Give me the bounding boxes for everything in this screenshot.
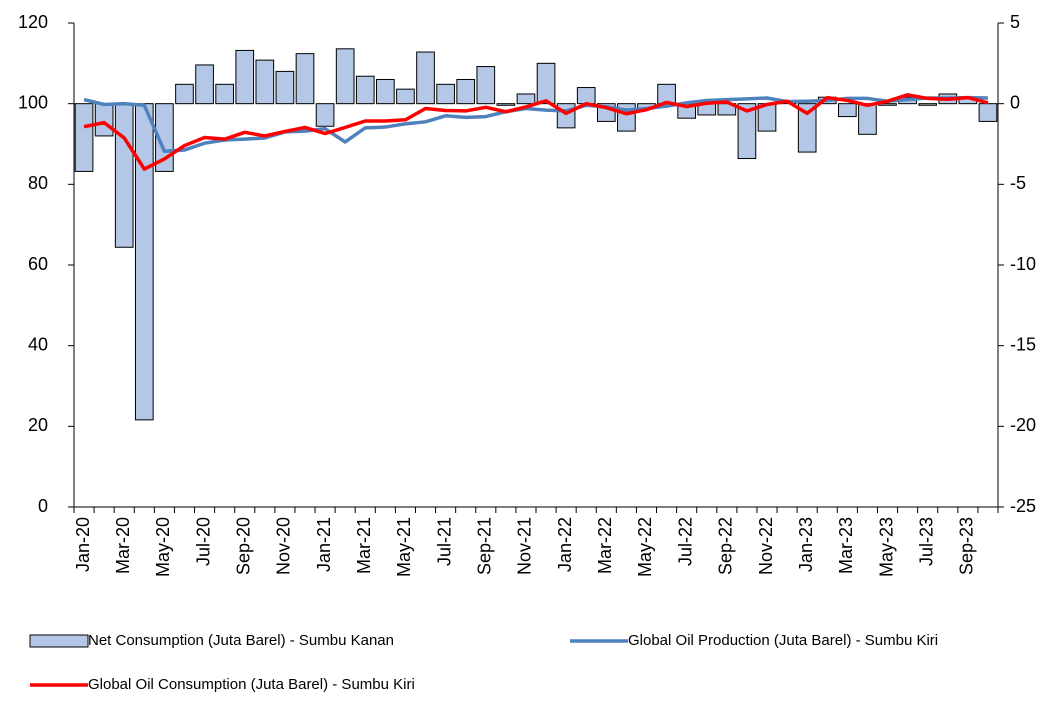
x-tick-label: Jan-21 — [314, 517, 334, 572]
x-tick-label: Jan-23 — [796, 517, 816, 572]
x-tick-label: Jan-20 — [73, 517, 93, 572]
y-tick-label: 100 — [18, 92, 48, 112]
bar — [476, 66, 496, 105]
bar — [576, 87, 596, 105]
bar — [235, 49, 255, 105]
bar — [295, 53, 315, 105]
y-tick-label: 40 — [28, 334, 48, 354]
bar — [496, 103, 516, 106]
x-tick-label: Nov-21 — [515, 517, 535, 575]
x-tick-label: Mar-21 — [354, 517, 374, 574]
bar — [858, 103, 877, 135]
x-tick-label: Jul-21 — [434, 517, 454, 566]
legend-swatch — [29, 634, 89, 648]
x-tick-label: Nov-22 — [756, 517, 776, 575]
line-series — [83, 93, 989, 171]
bar — [175, 83, 194, 105]
x-tick-label: Jan-22 — [555, 517, 575, 572]
bar — [737, 103, 757, 160]
y-tick-label: 60 — [28, 254, 48, 274]
y-tick-label: 20 — [28, 415, 48, 435]
legend-label: Net Consumption (Juta Barel) - Sumbu Kan… — [88, 632, 394, 649]
bar — [315, 103, 335, 127]
bar — [335, 48, 355, 105]
bar — [797, 103, 817, 153]
bar — [376, 78, 395, 105]
x-tick-label: Mar-22 — [595, 517, 615, 574]
bar — [396, 88, 415, 105]
y2-tick-label: 0 — [1010, 92, 1020, 112]
x-tick-label: May-22 — [635, 517, 655, 577]
y2-tick-label: -15 — [1010, 334, 1036, 354]
x-tick-label: May-21 — [394, 517, 414, 577]
bar — [355, 75, 375, 105]
x-tick-label: Sep-22 — [716, 517, 736, 575]
bar — [536, 62, 556, 105]
y-tick-label: 80 — [28, 173, 48, 193]
bar — [74, 103, 94, 172]
x-tick-label: Mar-20 — [113, 517, 133, 574]
x-tick-label: Sep-23 — [957, 517, 977, 575]
legend-label: Global Oil Production (Juta Barel) - Sum… — [628, 632, 938, 649]
bar — [275, 70, 295, 105]
bar — [195, 64, 214, 105]
bar — [436, 83, 455, 105]
y2-tick-label: -25 — [1010, 496, 1036, 516]
y2-tick-label: -5 — [1010, 173, 1026, 193]
y-tick-label: 0 — [38, 496, 48, 516]
x-tick-label: Sep-21 — [475, 517, 495, 575]
bar — [134, 103, 154, 421]
bar — [114, 103, 134, 248]
bar — [215, 83, 234, 105]
y-tick-label: 120 — [18, 12, 48, 32]
x-tick-label: May-20 — [153, 517, 173, 577]
y2-tick-label: 5 — [1010, 12, 1020, 32]
bar — [94, 103, 114, 137]
x-tick-label: Jul-22 — [675, 517, 695, 566]
bar — [978, 103, 998, 122]
bar — [416, 51, 435, 105]
bar — [556, 103, 576, 129]
bar — [456, 78, 476, 105]
bar — [918, 103, 938, 106]
bar — [838, 103, 857, 118]
bar — [255, 59, 275, 105]
x-tick-label: Mar-23 — [836, 517, 856, 574]
x-tick-label: Jul-20 — [193, 517, 213, 566]
y2-tick-label: -20 — [1010, 415, 1036, 435]
x-tick-label: Sep-20 — [233, 517, 253, 575]
x-tick-label: Nov-20 — [274, 517, 294, 575]
legend-label: Global Oil Consumption (Juta Barel) - Su… — [88, 676, 415, 693]
x-tick-label: May-23 — [876, 517, 896, 577]
y2-tick-label: -10 — [1010, 254, 1036, 274]
x-tick-label: Jul-23 — [916, 517, 936, 566]
bar — [516, 93, 536, 105]
